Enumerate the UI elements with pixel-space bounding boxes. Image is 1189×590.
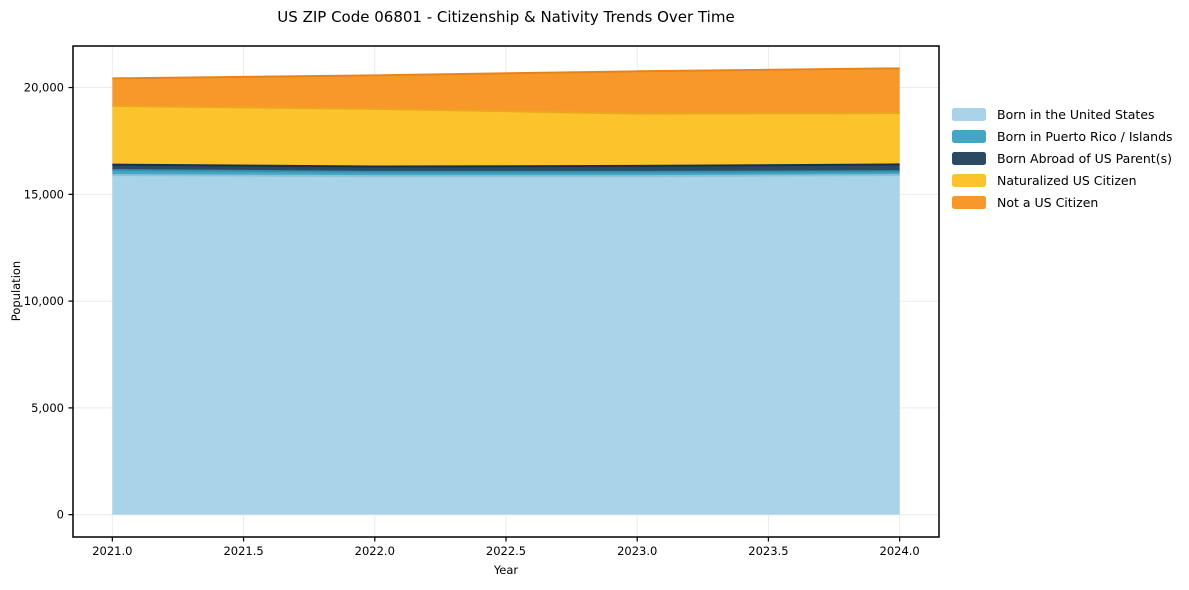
- legend-swatch-icon: [952, 151, 986, 165]
- area-edge-3: [112, 104, 900, 115]
- legend-swatch-icon: [952, 107, 986, 121]
- y-tick-label: 10,000: [24, 294, 64, 308]
- legend-label: Born in Puerto Rico / Islands: [997, 128, 1173, 144]
- legend-label: Naturalized US Citizen: [997, 172, 1137, 188]
- area-edge-0: [112, 174, 900, 178]
- x-tick-label: 2023.0: [617, 544, 657, 558]
- area-series-0: [112, 175, 900, 515]
- legend-swatch-icon: [952, 173, 986, 187]
- legend: Born in the United States Born in Puerto …: [952, 103, 1173, 213]
- legend-swatch-icon: [952, 129, 986, 143]
- area-series-4: [112, 68, 900, 114]
- x-tick-label: 2023.5: [748, 544, 788, 558]
- y-axis-label: Population: [9, 260, 23, 322]
- x-tick-label: 2021.5: [223, 544, 263, 558]
- legend-item: Not a US Citizen: [952, 191, 1173, 213]
- legend-item: Born in the United States: [952, 103, 1173, 125]
- area-edge-1: [112, 168, 900, 173]
- x-tick-label: 2024.0: [880, 544, 920, 558]
- legend-label: Born in the United States: [997, 106, 1155, 122]
- x-tick-label: 2022.5: [486, 544, 526, 558]
- x-axis-label: Year: [493, 563, 519, 577]
- y-tick-label: 0: [57, 508, 64, 522]
- legend-item: Born in Puerto Rico / Islands: [952, 125, 1173, 147]
- legend-label: Not a US Citizen: [997, 194, 1099, 210]
- x-tick-label: 2021.0: [92, 544, 132, 558]
- legend-item: Born Abroad of US Parent(s): [952, 147, 1173, 169]
- y-tick-label: 5,000: [31, 401, 64, 415]
- x-tick-label: 2022.0: [355, 544, 395, 558]
- area-edge-2: [112, 163, 900, 168]
- legend-label: Born Abroad of US Parent(s): [997, 150, 1172, 166]
- chart-title: US ZIP Code 06801 - Citizenship & Nativi…: [277, 8, 735, 26]
- y-tick-label: 15,000: [24, 187, 64, 201]
- legend-swatch-icon: [952, 195, 986, 209]
- legend-item: Naturalized US Citizen: [952, 169, 1173, 191]
- y-tick-label: 20,000: [24, 81, 64, 95]
- area-series-3: [112, 105, 900, 167]
- area-edge-4: [112, 67, 900, 80]
